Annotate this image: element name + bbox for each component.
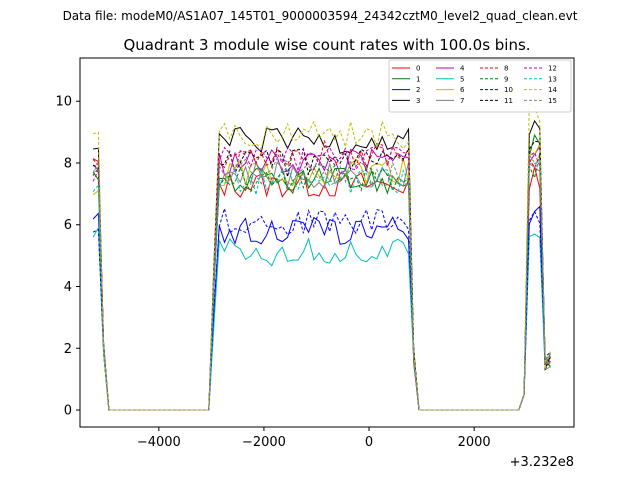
legend-label-7: 7 <box>460 97 464 105</box>
legend-label-14: 14 <box>548 86 557 94</box>
series-line-7 <box>93 159 551 411</box>
legend-label-13: 13 <box>548 75 557 83</box>
series-line-10 <box>92 208 551 411</box>
legend-label-4: 4 <box>460 65 465 73</box>
y-tick-label: 4 <box>64 280 72 295</box>
legend-label-1: 1 <box>416 75 420 83</box>
series-line-11 <box>92 140 551 411</box>
x-tick-label: −4000 <box>137 435 181 450</box>
series-line-8 <box>92 140 551 411</box>
suptitle: Data file: modeM0/AS1A07_145T01_90000035… <box>63 9 578 23</box>
legend-label-3: 3 <box>416 97 420 105</box>
y-tick-label: 10 <box>55 95 72 110</box>
legend-label-10: 10 <box>504 86 513 94</box>
series-line-0 <box>92 158 551 411</box>
legend-label-9: 9 <box>504 75 508 83</box>
legend-label-6: 6 <box>460 86 465 94</box>
legend-label-15: 15 <box>548 97 557 105</box>
y-tick-label: 0 <box>64 404 72 419</box>
chart-title: Quadrant 3 module wise count rates with … <box>123 36 530 54</box>
y-tick-label: 6 <box>64 218 72 233</box>
series-layer <box>92 100 551 411</box>
series-line-2 <box>92 205 551 411</box>
x-tick-label: 0 <box>365 435 373 450</box>
legend-label-2: 2 <box>416 86 420 94</box>
series-line-1 <box>92 133 551 411</box>
legend-label-11: 11 <box>504 97 513 105</box>
series-line-14 <box>92 100 551 411</box>
legend-label-12: 12 <box>548 65 557 73</box>
legend-label-5: 5 <box>460 75 464 83</box>
axes-layer: −4000 −2000 0 2000 0 2 4 6 8 10 <box>55 95 490 450</box>
plot-frame <box>79 57 575 428</box>
legend-label-0: 0 <box>416 65 420 73</box>
series-line-6 <box>92 142 551 411</box>
series-line-15 <box>92 153 551 411</box>
series-line-5 <box>92 226 551 411</box>
series-line-13 <box>92 162 551 411</box>
y-tick-label: 2 <box>64 342 72 357</box>
legend-label-8: 8 <box>504 65 508 73</box>
x-offset-label: +3.232e8 <box>510 455 574 470</box>
y-tick-label: 8 <box>64 156 72 171</box>
legend-box <box>388 59 572 113</box>
x-tick-label: −2000 <box>242 435 286 450</box>
x-tick-label: 2000 <box>458 435 491 450</box>
